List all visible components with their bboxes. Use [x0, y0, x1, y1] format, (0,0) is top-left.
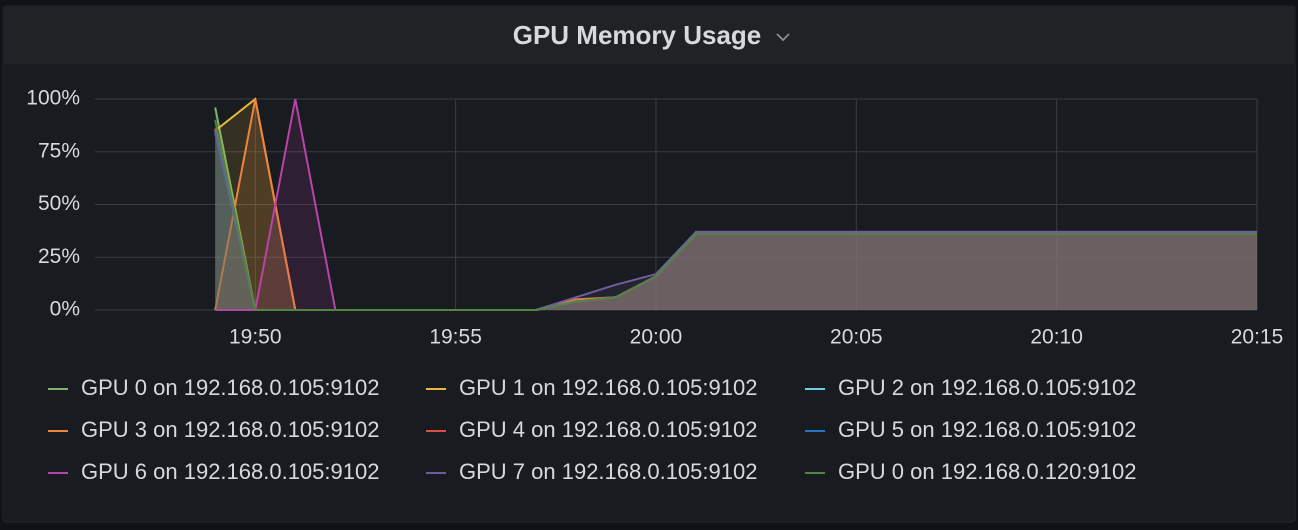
- series-line: [214, 119, 1257, 311]
- legend-label[interactable]: GPU 5 on 192.168.0.105:9102: [838, 417, 1136, 442]
- legend-item[interactable]: GPU 0 on 192.168.0.105:9102: [48, 375, 379, 400]
- y-tick-label: 50%: [38, 192, 80, 215]
- x-tick-label: 19:55: [429, 326, 482, 349]
- legend-label[interactable]: GPU 7 on 192.168.0.105:9102: [459, 459, 757, 484]
- chart-title[interactable]: GPU Memory Usage: [513, 20, 762, 50]
- series-area: [215, 107, 1258, 311]
- legend-item[interactable]: GPU 2 on 192.168.0.105:9102: [805, 375, 1136, 400]
- legend-label[interactable]: GPU 1 on 192.168.0.105:9102: [459, 375, 757, 400]
- legend-item[interactable]: GPU 1 on 192.168.0.105:9102: [426, 375, 757, 400]
- panel: [2, 5, 1296, 523]
- series-area: [215, 130, 1258, 310]
- series-area: [215, 99, 1258, 310]
- legend-label[interactable]: GPU 3 on 192.168.0.105:9102: [81, 417, 379, 442]
- legend-item[interactable]: GPU 5 on 192.168.0.105:9102: [805, 417, 1136, 442]
- x-tick-label: 20:05: [830, 326, 883, 349]
- series-area: [215, 120, 1258, 310]
- legend-item[interactable]: GPU 6 on 192.168.0.105:9102: [48, 459, 379, 484]
- plot-area: 0% 25% 50% 75% 100% 19:50 19:55 20:00 20:05 20:10…: [26, 87, 1283, 349]
- x-tick-label: 19:50: [229, 326, 282, 349]
- legend-item[interactable]: GPU 7 on 192.168.0.105:9102: [426, 459, 757, 484]
- legend-label[interactable]: GPU 4 on 192.168.0.105:9102: [459, 417, 757, 442]
- y-tick-label: 75%: [38, 139, 80, 162]
- series-area: [215, 99, 1258, 310]
- series-area: [215, 132, 1258, 310]
- y-tick-label: 25%: [38, 245, 80, 268]
- series-area: [215, 99, 1258, 310]
- legend-item[interactable]: GPU 4 on 192.168.0.105:9102: [426, 417, 757, 442]
- legend-item[interactable]: GPU 0 on 192.168.0.120:9102: [805, 459, 1136, 484]
- legend-label[interactable]: GPU 2 on 192.168.0.105:9102: [838, 375, 1136, 400]
- legend-item[interactable]: GPU 3 on 192.168.0.105:9102: [48, 417, 379, 442]
- panel-header[interactable]: [4, 7, 1294, 64]
- x-tick-label: 20:10: [1030, 326, 1083, 349]
- legend-label[interactable]: GPU 6 on 192.168.0.105:9102: [81, 459, 379, 484]
- y-tick-label: 100%: [26, 87, 80, 110]
- legend-label[interactable]: GPU 0 on 192.168.0.120:9102: [838, 459, 1136, 484]
- x-tick-label: 20:00: [630, 326, 683, 349]
- x-tick-label: 20:15: [1231, 326, 1284, 349]
- legend-label[interactable]: GPU 0 on 192.168.0.105:9102: [81, 375, 379, 400]
- series-area: [215, 128, 1258, 310]
- menu-chevron[interactable]: [776, 33, 790, 42]
- series-area: [215, 130, 1258, 310]
- y-tick-label: 0%: [50, 298, 80, 321]
